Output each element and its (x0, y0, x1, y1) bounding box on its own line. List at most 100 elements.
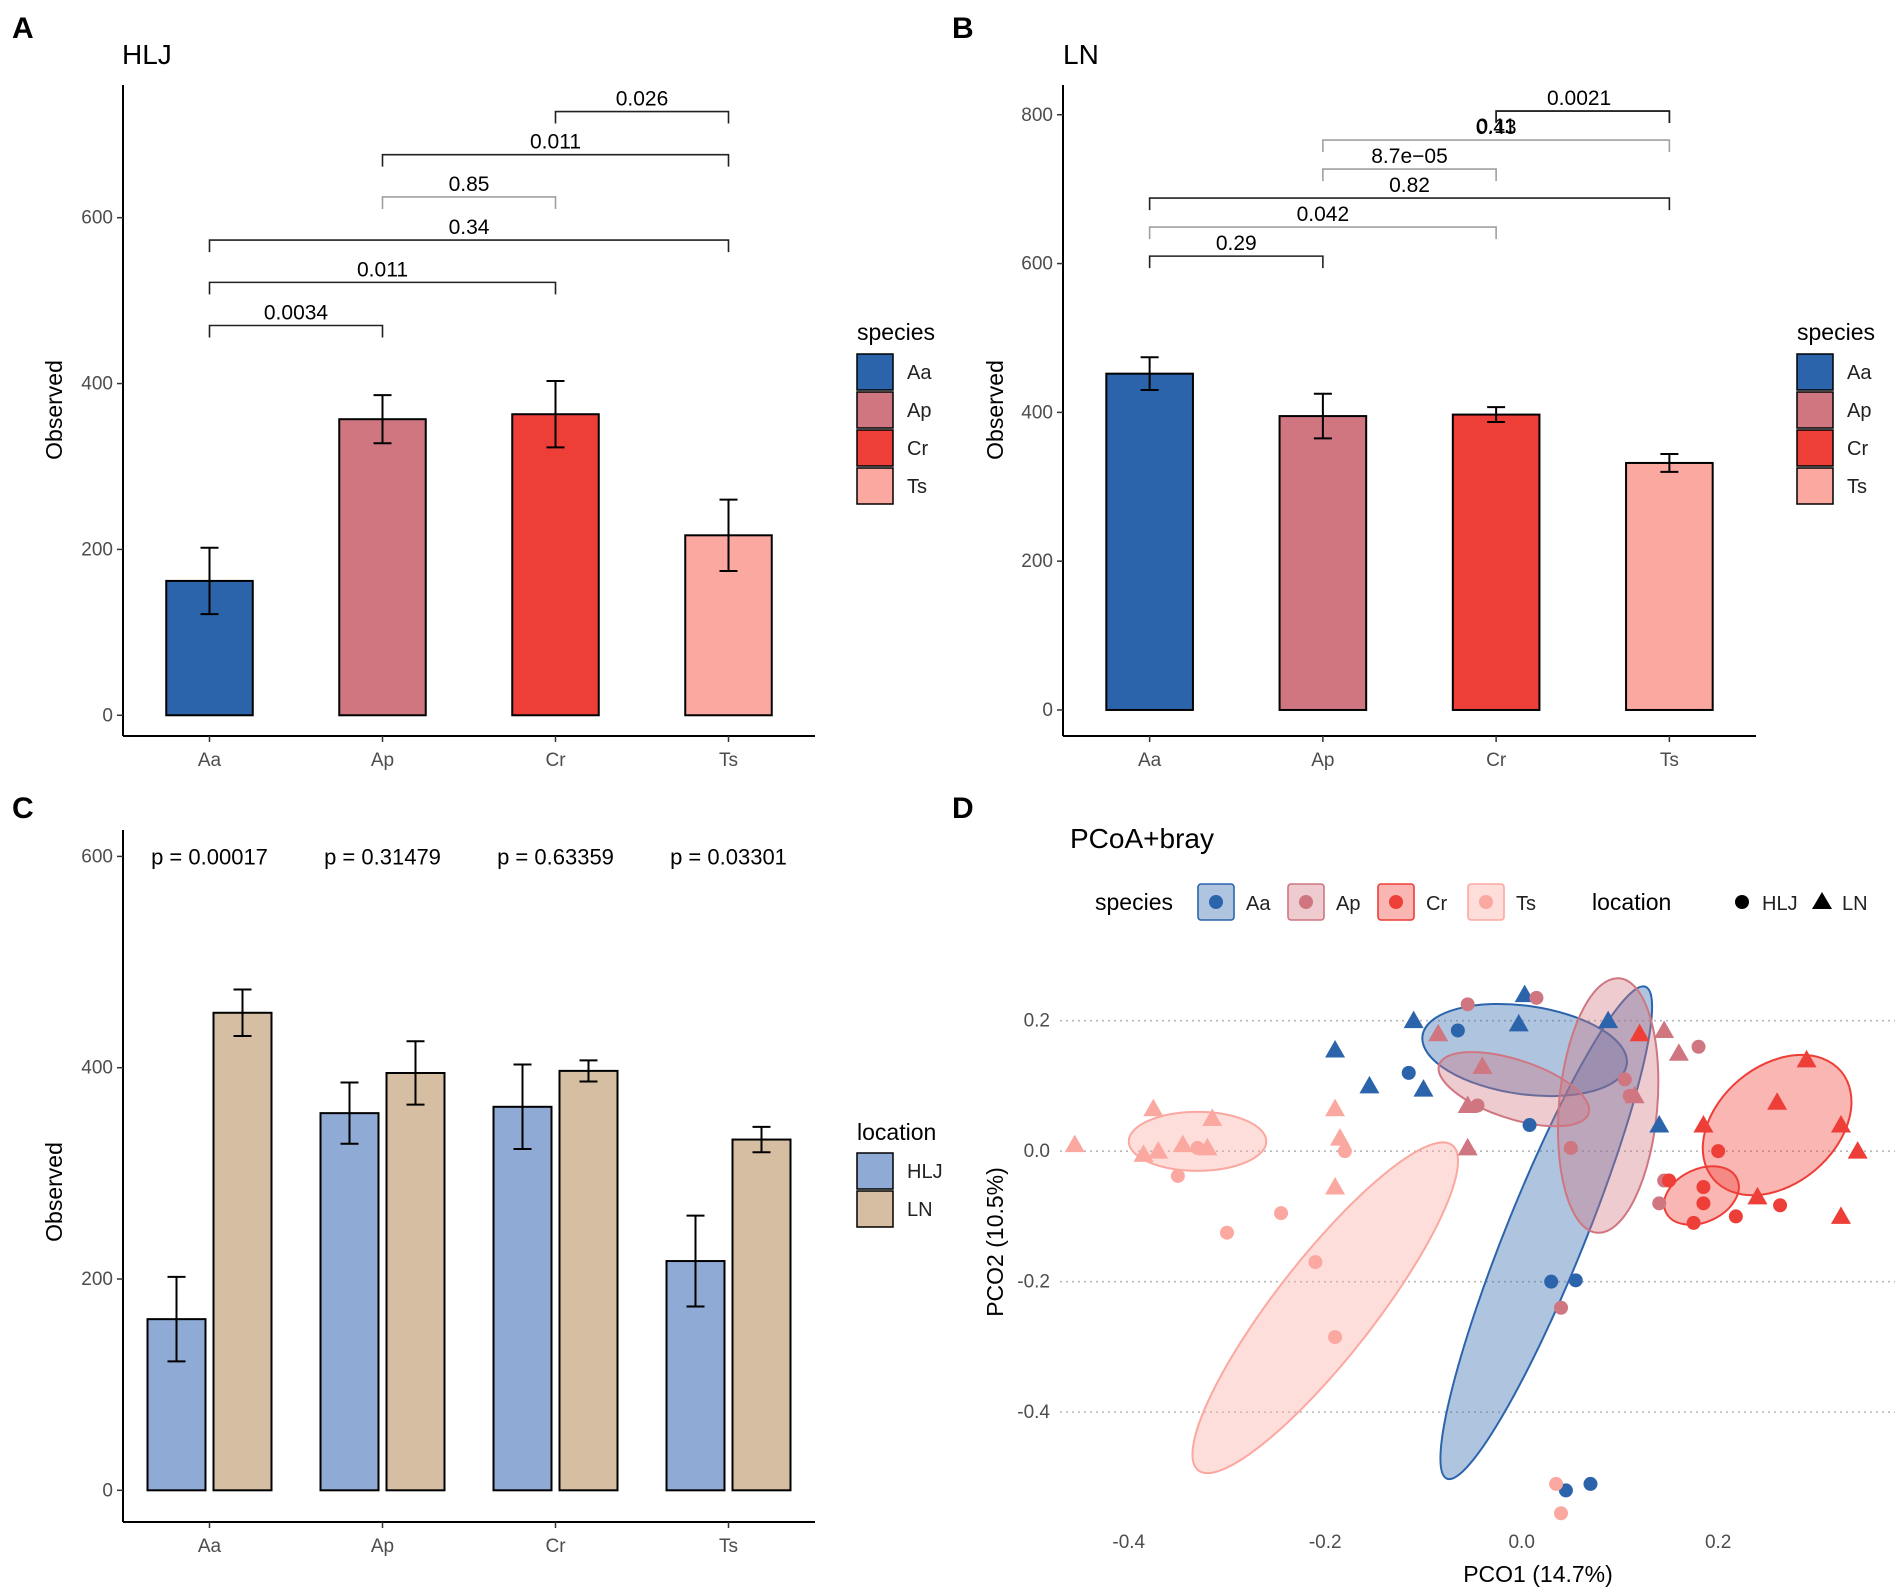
panel-d-point-cr-ln (1830, 1115, 1851, 1133)
panel-a-legend-label-ts: Ts (907, 476, 927, 498)
panel-c-bar-cr-ln (558, 1069, 619, 1492)
panel-d-point-ts-hlj (1170, 1168, 1185, 1183)
panel-d-point-ts-hlj (1554, 1506, 1568, 1521)
panel-d-legend-label-ap: Ap (1336, 893, 1360, 915)
panel-d-legend-label-ts: Ts (1516, 893, 1536, 915)
panel-c-x-tick-label: Ts (719, 1536, 738, 1557)
panel-d-point-cr-ln (1767, 1092, 1788, 1110)
panel-d-x-tick-label: 0.2 (1705, 1532, 1731, 1553)
panel-a-comparison-bracket (554, 110, 730, 124)
panel-b-y-tick-label: 0 (1042, 700, 1053, 721)
panel-b-legend-key-ap (1796, 391, 1834, 429)
panel-b-y-tick-label: 200 (1021, 551, 1053, 572)
panel-b-comparison-label: 0.0021 (1547, 87, 1611, 110)
panel-letter-c: C (12, 792, 34, 825)
panel-a-legend-title: species (857, 319, 935, 345)
panel-b-y-tick-label: 800 (1021, 105, 1053, 126)
panel-a-bar-ap (338, 418, 427, 717)
panel-d-point-cr-hlj (1728, 1209, 1743, 1224)
panel-c-x-tick-label: Ap (371, 1536, 394, 1557)
panel-d-point-aa-hlj (1583, 1476, 1598, 1491)
panel-d-point-ts-ln (1197, 1137, 1218, 1156)
panel-d-point-cr-ln (1629, 1023, 1650, 1042)
panel-d-point-aa-ln (1413, 1079, 1434, 1097)
panel-a-legend-label-cr: Cr (907, 438, 928, 460)
panel-d-point-ts-ln (1133, 1144, 1154, 1162)
panel-a-comparison-bracket (381, 153, 730, 167)
panel-d-legend: species location Aa Ap Cr Ts HLJ LN (1095, 883, 1868, 921)
panel-a-x-tick-label: Ap (371, 750, 394, 771)
panel-d-ellipse-cr (1663, 1165, 1740, 1226)
panel-c-bar-aa-ln (212, 1011, 273, 1492)
panel-d-legend-label-hlj: HLJ (1762, 893, 1798, 915)
panel-letter-a: A (12, 12, 34, 45)
panel-a-y-tick-label: 0 (102, 705, 113, 726)
panel-d-point-ts-hlj (1328, 1330, 1343, 1345)
panel-b-legend: species Aa Ap Cr Ts (1796, 319, 1875, 505)
panel-d-point-cr-ln (1747, 1186, 1768, 1205)
panel-b-legend-key-cr (1796, 429, 1834, 467)
panel-b-comparison-bracket (1495, 110, 1671, 124)
panel-d-point-ap-hlj (1691, 1039, 1706, 1054)
panel-d-legend-species-title: species (1095, 889, 1173, 915)
panel-a-comparison-label: 0.34 (449, 216, 490, 239)
panel-letter-b: B (952, 12, 974, 45)
panel-c-p-value: p = 0.00017 (151, 844, 268, 869)
panel-d-x-axis-title: PCO1 (14.7%) (1463, 1561, 1613, 1587)
panel-c-y-tick-label: 400 (81, 1058, 113, 1079)
panel-d-point-cr-hlj (1711, 1144, 1726, 1159)
panel-d-y-tick-label: 0.0 (1024, 1141, 1050, 1162)
panel-d-ellipse-ts (1191, 1141, 1460, 1475)
panel-c-bar-ap-ln (385, 1071, 446, 1492)
panel-d-point-ap-ln (1624, 1085, 1645, 1104)
panel-b-comparison-bracket (1148, 197, 1671, 211)
panel-d-point-cr-ln (1693, 1115, 1714, 1133)
panel-d-point-cr-ln (1847, 1141, 1868, 1159)
panel-d-title: PCoA+bray (1070, 823, 1214, 854)
panel-a-x-tick-label: Ts (719, 750, 738, 771)
panel-d-point-ap-ln (1457, 1095, 1478, 1113)
panel-a-title: HLJ (122, 39, 172, 70)
panel-d-point-ts-ln (1329, 1128, 1350, 1146)
panel-c-legend: location HLJ LN (856, 1119, 943, 1228)
panel-b-x-tick-label: Cr (1486, 750, 1507, 771)
panel-d-point-cr-hlj (1696, 1196, 1711, 1211)
panel-d-point-aa-ln (1649, 1115, 1670, 1133)
panel-c-plot: 0 200 400 600 Aa p = 0.00017 Ap p = 0.31479 Cr p … (81, 830, 815, 1557)
panel-d-legend-shape-hlj (1735, 895, 1749, 909)
panel-a-x-tick-label: Cr (545, 750, 566, 771)
panel-c-y-axis-title: Observed (41, 1142, 67, 1242)
panel-d-point-ts-hlj (1337, 1144, 1352, 1159)
panel-d-point-aa-hlj (1450, 1023, 1465, 1038)
panel-d-y-axis-title: PCO2 (10.5%) (982, 1167, 1008, 1317)
panel-d-point-ap-ln (1428, 1023, 1449, 1042)
panel-b-bar-cr (1451, 413, 1541, 711)
panel-d-legend-dot-ts (1479, 895, 1493, 909)
panel-b-title: LN (1063, 39, 1099, 70)
panel-b-legend-key-aa (1796, 353, 1834, 391)
panel-b-comparison-bracket (1148, 226, 1497, 240)
panel-b-plot: 0 200 400 600 800 Aa Ap Cr Ts 0.29 0.042 0.82 8.7e−0… (1021, 85, 1756, 771)
panel-d-point-aa-ln (1508, 1013, 1529, 1032)
panel-b-bar-ts (1625, 461, 1714, 711)
panel-d-point-aa-hlj (1568, 1273, 1583, 1288)
panel-b-x-tick-label: Ap (1311, 750, 1334, 771)
panel-a-legend-key-ts (856, 467, 894, 505)
panel-b-x-tick-label: Ts (1660, 750, 1679, 771)
panel-d-ellipse-aa (1439, 985, 1654, 1481)
panel-b-comparison-label: 0.82 (1389, 174, 1430, 197)
panel-d-point-ap-hlj (1563, 1140, 1578, 1155)
panel-d-point-ts-ln (1325, 1177, 1346, 1195)
panel-b-legend-label-aa: Aa (1847, 362, 1872, 384)
panel-c-bar-cr-hlj (492, 1105, 553, 1492)
panel-d-point-ts-ln (1325, 1098, 1346, 1117)
panel-d-point-cr-hlj (1773, 1198, 1788, 1213)
panel-b-bar-aa (1105, 372, 1194, 711)
panel-a-y-tick-label: 600 (81, 208, 113, 229)
panel-d-point-ap-ln (1668, 1043, 1689, 1061)
panel-d-legend-dot-ap (1299, 895, 1313, 909)
panel-c-x-tick-label: Cr (545, 1536, 566, 1557)
panel-a-legend-key-cr (856, 429, 894, 467)
panel-b-y-tick-label: 600 (1021, 254, 1053, 275)
